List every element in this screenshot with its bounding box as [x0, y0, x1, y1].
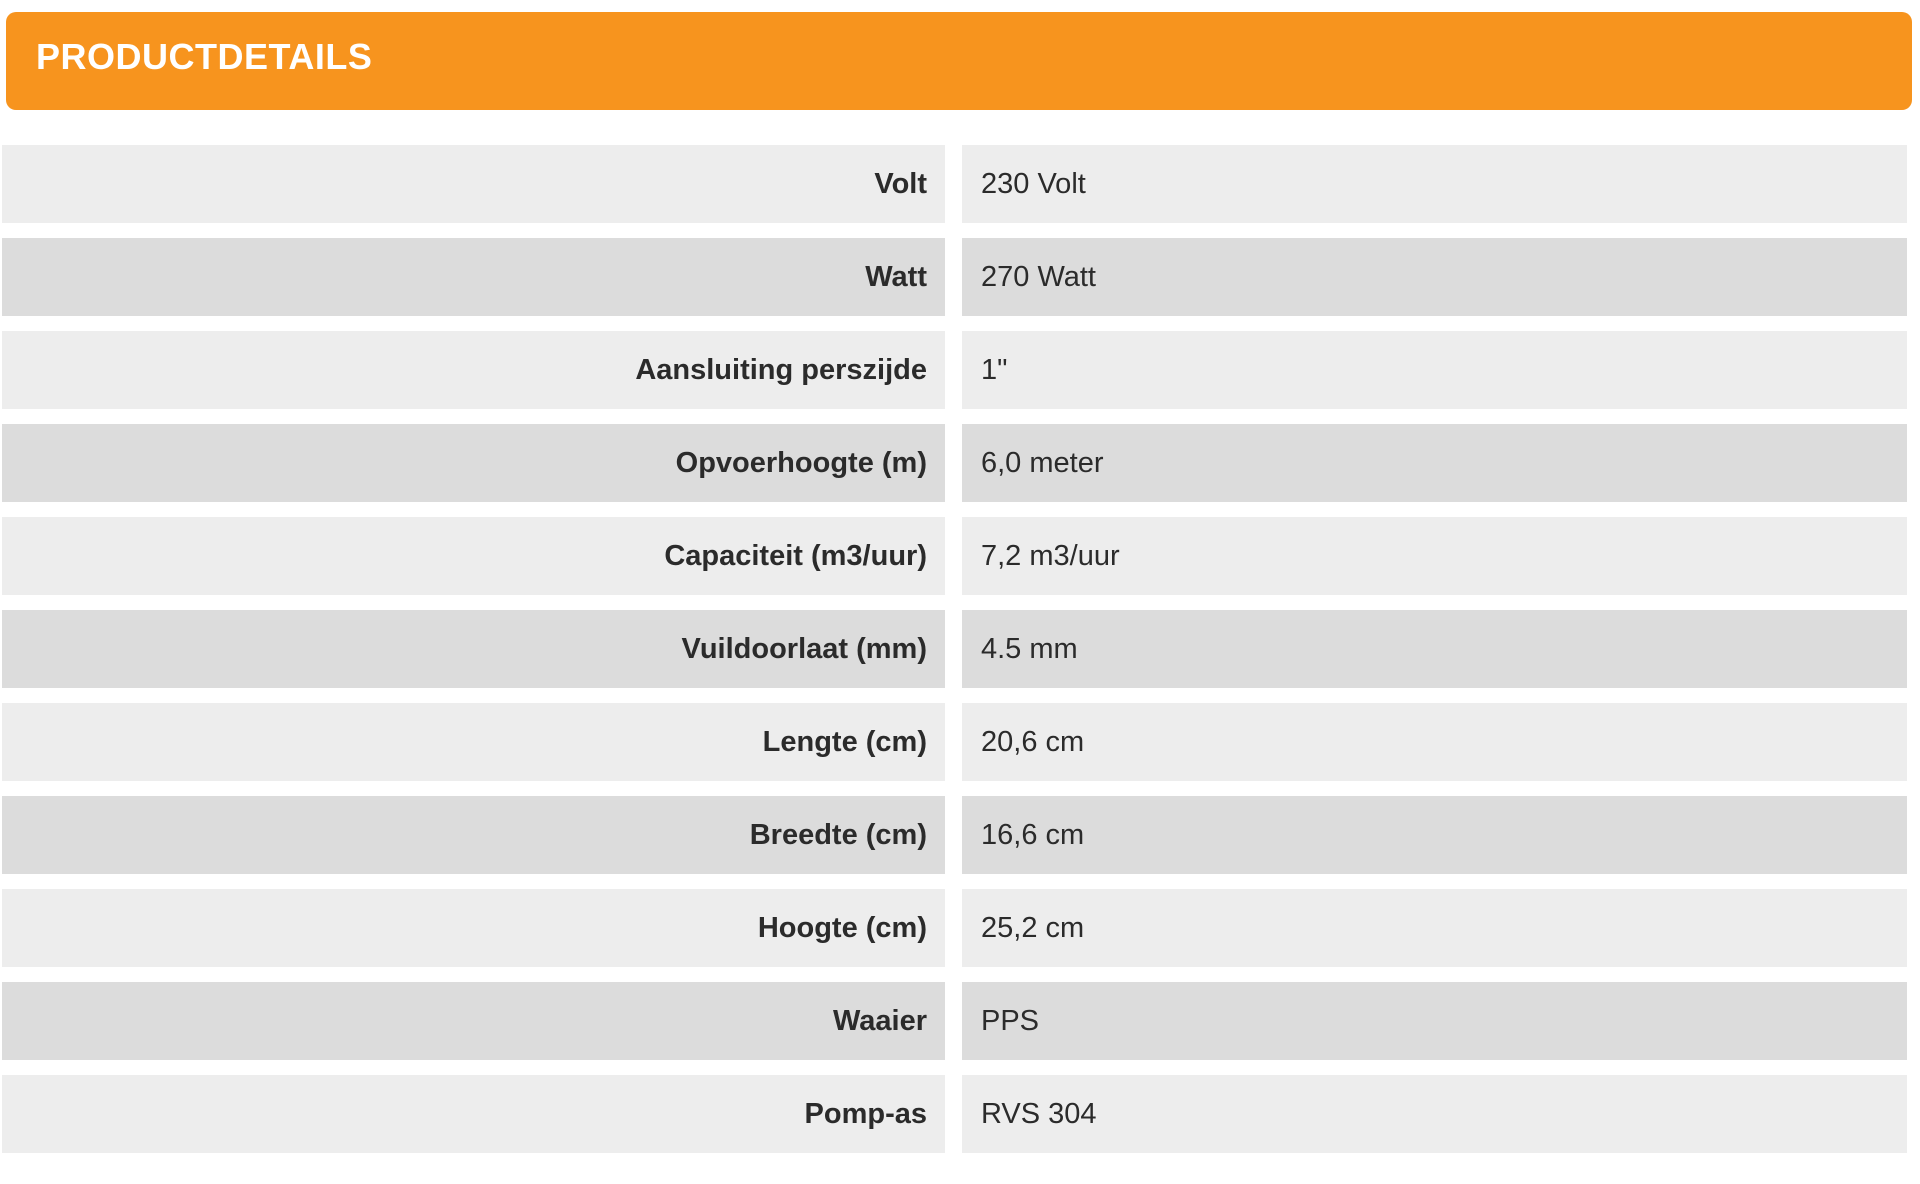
- spec-label: Hoogte (cm): [757, 911, 927, 944]
- spec-value: 4.5 mm: [981, 632, 1078, 665]
- spec-label: Watt: [865, 260, 927, 293]
- spec-row: Capaciteit (m3/uur) 7,2 m3/uur: [2, 517, 1907, 595]
- spec-label-cell: Watt: [2, 238, 945, 316]
- spec-label-cell: Aansluiting perszijde: [2, 331, 945, 409]
- spec-value: 7,2 m3/uur: [981, 539, 1120, 572]
- spec-label: Waaier: [832, 1004, 927, 1037]
- spec-row: Opvoerhoogte (m) 6,0 meter: [2, 424, 1907, 502]
- spec-value: PPS: [981, 1004, 1040, 1037]
- spec-label-cell: Capaciteit (m3/uur): [2, 517, 945, 595]
- spec-table: Volt 230 Volt Watt 270 Watt Aansluiting pers…: [2, 145, 1907, 1153]
- spec-value: 270 Watt: [981, 260, 1096, 293]
- spec-value-cell: 6,0 meter: [962, 424, 1907, 502]
- spec-label-cell: Waaier: [2, 982, 945, 1060]
- spec-value-cell: 4.5 mm: [962, 610, 1907, 688]
- spec-row: Waaier PPS: [2, 982, 1907, 1060]
- spec-row: Breedte (cm) 16,6 cm: [2, 796, 1907, 874]
- spec-label-cell: Breedte (cm): [2, 796, 945, 874]
- spec-label: Capaciteit (m3/uur): [664, 539, 927, 572]
- spec-value: 20,6 cm: [981, 725, 1085, 758]
- spec-row: Pomp-as RVS 304: [2, 1075, 1907, 1153]
- spec-value-cell: RVS 304: [962, 1075, 1907, 1153]
- spec-label: Opvoerhoogte (m): [675, 446, 927, 479]
- spec-row: Watt 270 Watt: [2, 238, 1907, 316]
- spec-value-cell: 270 Watt: [962, 238, 1907, 316]
- spec-value: 6,0 meter: [981, 446, 1104, 479]
- spec-label-cell: Opvoerhoogte (m): [2, 424, 945, 502]
- page-title: PRODUCTDETAILS: [36, 36, 373, 77]
- spec-row: Hoogte (cm) 25,2 cm: [2, 889, 1907, 967]
- spec-value: RVS 304: [981, 1097, 1097, 1130]
- spec-label-cell: Lengte (cm): [2, 703, 945, 781]
- spec-value-cell: 1": [962, 331, 1907, 409]
- spec-value-cell: 230 Volt: [962, 145, 1907, 223]
- spec-label-cell: Vuildoorlaat (mm): [2, 610, 945, 688]
- spec-label-cell: Volt: [2, 145, 945, 223]
- spec-value: 230 Volt: [981, 167, 1086, 200]
- spec-label: Aansluiting perszijde: [635, 353, 927, 386]
- spec-value-cell: 16,6 cm: [962, 796, 1907, 874]
- spec-row: Aansluiting perszijde 1": [2, 331, 1907, 409]
- spec-row: Lengte (cm) 20,6 cm: [2, 703, 1907, 781]
- spec-value-cell: 7,2 m3/uur: [962, 517, 1907, 595]
- spec-value-cell: PPS: [962, 982, 1907, 1060]
- spec-row: Volt 230 Volt: [2, 145, 1907, 223]
- spec-label: Pomp-as: [804, 1097, 927, 1130]
- spec-label: Breedte (cm): [749, 818, 927, 851]
- spec-label: Lengte (cm): [762, 725, 927, 758]
- spec-label: Vuildoorlaat (mm): [681, 632, 927, 665]
- spec-value: 25,2 cm: [981, 911, 1085, 944]
- spec-value: 1": [981, 353, 1008, 386]
- spec-value: 16,6 cm: [981, 818, 1085, 851]
- spec-label: Volt: [874, 167, 927, 200]
- spec-label-cell: Hoogte (cm): [2, 889, 945, 967]
- productdetails-header: PRODUCTDETAILS: [6, 12, 1912, 110]
- spec-row: Vuildoorlaat (mm) 4.5 mm: [2, 610, 1907, 688]
- spec-value-cell: 25,2 cm: [962, 889, 1907, 967]
- spec-label-cell: Pomp-as: [2, 1075, 945, 1153]
- spec-value-cell: 20,6 cm: [962, 703, 1907, 781]
